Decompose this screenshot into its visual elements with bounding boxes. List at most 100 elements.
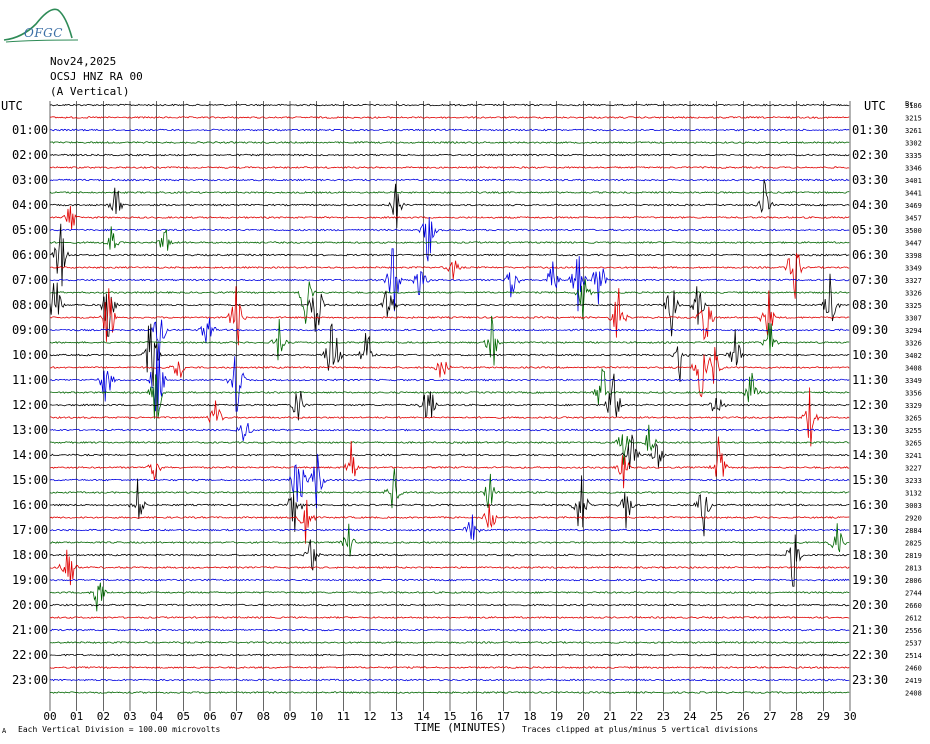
right-time-label: 16:30	[852, 498, 888, 512]
right-time-label: 23:30	[852, 673, 888, 687]
baseline-value: 3215	[905, 115, 922, 123]
trace-line	[49, 253, 850, 299]
x-tick-label: 08	[257, 710, 270, 723]
utc-left-label: UTC	[1, 99, 23, 113]
x-tick-label: 01	[70, 710, 83, 723]
trace-line	[49, 286, 850, 346]
right-time-label: 18:30	[852, 548, 888, 562]
trace-line	[49, 348, 850, 412]
y-labels: 01:00 02:00 03:00 04:00 05:00 06:00 07:00 08:00…	[12, 102, 922, 698]
trace-line	[49, 468, 850, 509]
trace-line	[49, 205, 850, 230]
trace-line	[49, 346, 850, 398]
utc-right-label: UTC	[864, 99, 886, 113]
trace-line	[49, 191, 850, 194]
logo-text: OFGC	[24, 26, 63, 40]
baseline-value: 2806	[905, 577, 922, 585]
left-time-label: 22:00	[12, 648, 48, 662]
baseline-value: 3265	[905, 415, 922, 423]
right-time-label: 21:30	[852, 623, 888, 637]
trace-line	[49, 436, 850, 489]
x-tick-label: 12	[363, 710, 376, 723]
baseline-value: 3441	[905, 190, 922, 198]
component-label: (A Vertical)	[50, 85, 130, 98]
x-tick-label: 27	[763, 710, 776, 723]
x-tick-label: 22	[630, 710, 643, 723]
baseline-value: 3326	[905, 290, 922, 298]
left-time-label: 01:00	[12, 123, 48, 137]
x-tick-label: 18	[523, 710, 536, 723]
x-tick-label: 15	[443, 710, 456, 723]
x-tick-label: 25	[710, 710, 723, 723]
x-tick-label: 19	[550, 710, 563, 723]
baseline-value: 3346	[905, 165, 922, 173]
left-time-label: 17:00	[12, 523, 48, 537]
left-time-label: 02:00	[12, 148, 48, 162]
left-time-label: 04:00	[12, 198, 48, 212]
logo-icon	[3, 8, 79, 43]
trace-line	[49, 653, 850, 657]
baseline-value: 2556	[905, 627, 922, 635]
trace-line	[49, 387, 850, 447]
trace-line	[49, 628, 850, 632]
scale-note: Each Vertical Division = 100.00 microvol…	[18, 725, 221, 734]
trace-line	[49, 367, 850, 419]
x-tick-label: 07	[230, 710, 243, 723]
left-time-label: 14:00	[12, 448, 48, 462]
trace-line	[49, 578, 850, 582]
trace-line	[49, 315, 850, 366]
trace-line	[49, 153, 850, 157]
baseline-value: 2813	[905, 565, 922, 573]
x-ticks: 00 01 02 03 04 05 06 07 08 09 10 11 12 13 14 15 16 17 18 19…	[43, 707, 857, 723]
baseline-value: 3447	[905, 240, 922, 248]
left-time-label: 18:00	[12, 548, 48, 562]
x-tick-label: 30	[843, 710, 856, 723]
x-tick-label: 05	[177, 710, 190, 723]
baseline-value: 3408	[905, 365, 922, 373]
x-tick-label: 20	[577, 710, 590, 723]
baseline-value: 3302	[905, 140, 922, 148]
trace-line	[49, 226, 850, 251]
trace-line	[49, 678, 850, 682]
left-time-label: 23:00	[12, 673, 48, 687]
baseline-value: 2660	[905, 602, 922, 610]
x-tick-label: 09	[283, 710, 296, 723]
baseline-value: 2884	[905, 527, 922, 535]
trace-line	[49, 691, 850, 694]
left-time-label: 19:00	[12, 573, 48, 587]
trace-line	[49, 373, 850, 421]
left-time-label: 13:00	[12, 423, 48, 437]
baseline-value: 3325	[905, 302, 922, 310]
x-tick-label: 13	[390, 710, 403, 723]
x-tick-label: 21	[603, 710, 616, 723]
baseline-value: 3349	[905, 265, 922, 273]
baseline-value: 3233	[905, 477, 922, 485]
trace-line	[49, 248, 850, 312]
baseline-value: 3469	[905, 202, 922, 210]
trace-line	[49, 666, 850, 669]
left-time-label: 09:00	[12, 323, 48, 337]
trace-line	[49, 523, 850, 557]
trace-line	[49, 603, 850, 607]
trace-line	[49, 499, 850, 544]
right-time-label: 12:30	[852, 398, 888, 412]
trace-line	[49, 434, 850, 469]
x-tick-label: 04	[150, 710, 164, 723]
baseline-value: 2514	[905, 652, 922, 660]
baseline-value: 3457	[905, 215, 922, 223]
trace-line	[49, 534, 850, 587]
trace-line	[49, 549, 850, 586]
x-tick-label: 29	[817, 710, 830, 723]
trace-line	[49, 323, 850, 387]
trace-line	[49, 166, 850, 169]
x-tick-label: 28	[790, 710, 803, 723]
x-tick-label: 02	[97, 710, 110, 723]
right-time-label: 10:30	[852, 348, 888, 362]
trace-line	[49, 582, 850, 612]
baseline-value: 3349	[905, 377, 922, 385]
baseline-value: 2537	[905, 640, 922, 648]
trace-line	[49, 273, 850, 337]
right-time-label: 01:30	[852, 123, 888, 137]
baseline-column-label: Bc	[905, 100, 914, 108]
x-tick-label: 06	[203, 710, 216, 723]
